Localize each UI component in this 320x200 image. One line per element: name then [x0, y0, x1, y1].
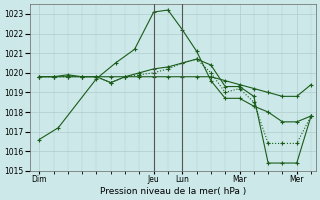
X-axis label: Pression niveau de la mer( hPa ): Pression niveau de la mer( hPa ): [100, 187, 246, 196]
